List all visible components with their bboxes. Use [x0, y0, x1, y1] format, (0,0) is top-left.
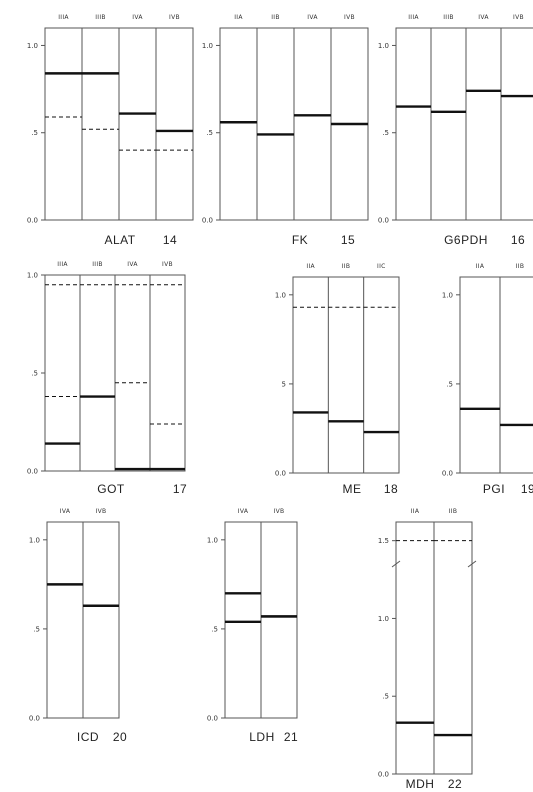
figure-number: 19 [521, 482, 533, 496]
chart-name: G6PDH [444, 233, 488, 247]
chart-name: GOT [97, 482, 125, 496]
y-tick-label: .5 [31, 129, 38, 137]
column-label: IIIA [57, 261, 68, 268]
column-label: IIA [411, 508, 420, 515]
y-tick-label: 1.0 [207, 536, 218, 544]
column-label: IIIB [92, 261, 103, 268]
column-label: IVB [162, 261, 173, 268]
column-label: IIA [306, 263, 315, 270]
figure-number: 21 [284, 730, 298, 744]
chart-me: IIA IIB IIC 1.0 5 0.0 ME 18 [275, 263, 400, 496]
panel-frame [395, 27, 533, 221]
y-tick-label: 1.0 [442, 291, 453, 299]
y-tick-label: 0.0 [29, 715, 40, 723]
y-tick-label: .5 [382, 129, 389, 137]
column-label: IIB [449, 508, 458, 515]
chart-ldh: IVA IVB 1.0 .5 0.0 LDH 21 [207, 508, 298, 744]
y-tick-label: 1.0 [27, 272, 38, 280]
y-tick-label: 0.0 [207, 715, 218, 723]
figure-number: 18 [384, 482, 398, 496]
column-label: IVA [127, 261, 138, 268]
y-tick-label: 0.0 [27, 217, 38, 225]
y-tick-label: 0.0 [378, 217, 389, 225]
figure-number: 22 [448, 777, 462, 791]
figure-number: 20 [113, 730, 127, 744]
chart-name: PGI [483, 482, 505, 496]
column-label: IVB [169, 14, 180, 21]
column-label: IIB [342, 263, 351, 270]
column-label: IVA [307, 14, 318, 21]
y-tick-label: .5 [382, 693, 389, 701]
column-label: IVB [96, 508, 107, 515]
y-tick-label: 1.0 [27, 42, 38, 50]
chart-name: MDH [406, 777, 435, 791]
y-tick-label: 0.0 [378, 771, 389, 779]
chart-g6pdh: IIIA IIIB IVA IVB 1.0 .5 0.0 G6PDH 16 [378, 14, 533, 247]
axis-break-mark [467, 560, 477, 568]
chart-name: LDH [249, 730, 275, 744]
chart-icd: IVA IVB 1.0 .5 0.0 ICD 20 [29, 508, 127, 744]
column-label: IIIB [443, 14, 454, 21]
column-label: IIIB [95, 14, 106, 21]
y-tick-label: .5 [31, 370, 38, 378]
chart-pgi: IIA IIB 1.0 .5 0.0 PGI 19 [442, 263, 533, 496]
column-label: IVB [513, 14, 524, 21]
chart-fk: IIA IIB IVA IVB 1.0 .5 0.0 FK 15 [202, 14, 369, 247]
y-tick-label: 0.0 [27, 468, 38, 476]
y-tick-label: 1.0 [378, 615, 389, 623]
y-tick-label: 5 [282, 380, 286, 388]
y-tick-label: .5 [211, 625, 218, 633]
chart-name: FK [292, 233, 308, 247]
y-tick-label: 1.0 [29, 536, 40, 544]
y-tick-label: .5 [446, 380, 453, 388]
y-tick-label: 1.0 [275, 291, 286, 299]
y-tick-label: 0.0 [442, 470, 453, 478]
column-label: IIIA [408, 14, 419, 21]
column-label: IVA [238, 508, 249, 515]
chart-got: IIIA IIIB IVA IVB 1.0 .5 0.0 GOT 17 [27, 261, 187, 496]
column-label: IIIA [58, 14, 69, 21]
panel-frame [459, 276, 533, 474]
y-tick-label: 1.0 [378, 42, 389, 50]
column-label: IIA [234, 14, 243, 21]
y-tick-label: 0.0 [275, 470, 286, 478]
chart-alat: IIIA IIIB IVA IVB 1.0 .5 0.0 ALAT 14 [27, 14, 194, 247]
column-label: IIB [271, 14, 280, 21]
panel-frame [292, 276, 400, 474]
column-label: IVB [274, 508, 285, 515]
figure-number: 16 [511, 233, 525, 247]
figure-number: 17 [173, 482, 187, 496]
figure-number: 14 [163, 233, 177, 247]
column-label: IVA [478, 14, 489, 21]
y-tick-label: 0.0 [202, 217, 213, 225]
y-tick-label: .5 [33, 625, 40, 633]
axis-break-mark [391, 560, 401, 568]
chart-name: ME [343, 482, 362, 496]
column-label: IVB [344, 14, 355, 21]
chart-mdh: IIA IIB 1.5 1.0 .5 0.0 MDH 22 [378, 508, 477, 791]
column-label: IIC [377, 263, 386, 270]
column-label: IIA [476, 263, 485, 270]
y-tick-label: .5 [206, 129, 213, 137]
column-label: IIB [516, 263, 525, 270]
figure-number: 15 [341, 233, 355, 247]
chart-name: ICD [77, 730, 99, 744]
y-tick-label: 1.5 [378, 537, 389, 545]
column-label: IVA [60, 508, 71, 515]
column-label: IVA [132, 14, 143, 21]
chart-name: ALAT [104, 233, 135, 247]
y-tick-label: 1.0 [202, 42, 213, 50]
